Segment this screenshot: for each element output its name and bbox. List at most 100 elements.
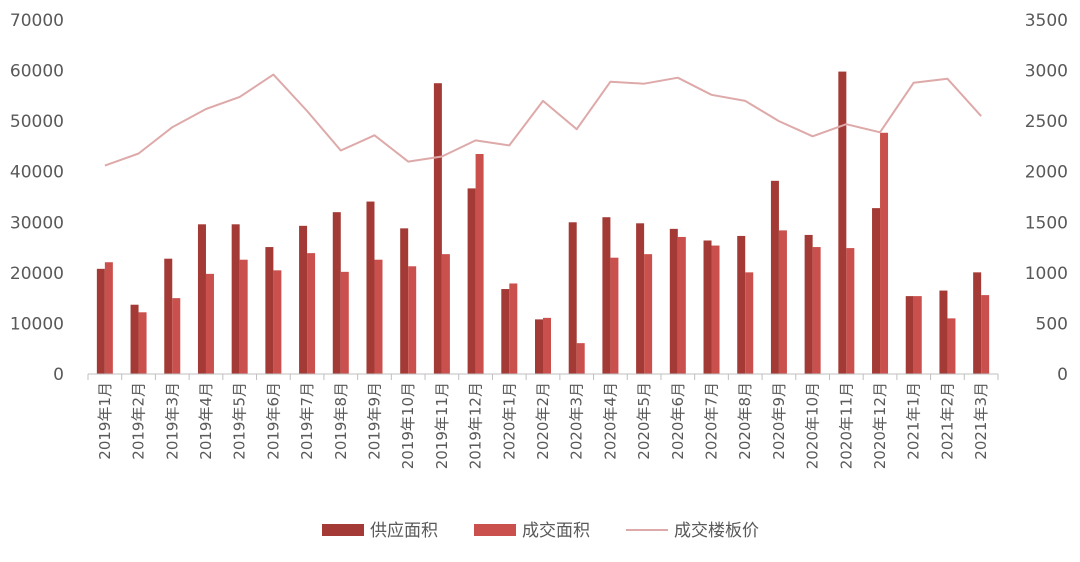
- x-tick-label: 2020年9月: [770, 382, 788, 460]
- y-left-tick-label: 30000: [10, 213, 64, 233]
- bar-supply-area: [434, 83, 442, 374]
- x-tick-label: 2021年2月: [938, 382, 956, 460]
- x-tick-label: 2019年9月: [365, 382, 383, 460]
- y-left-tick-label: 0: [53, 365, 64, 385]
- x-tick-label: 2021年1月: [905, 382, 923, 460]
- bar-supply-area: [366, 202, 374, 374]
- legend-label-price: 成交楼板价: [674, 521, 759, 541]
- y-left-tick-label: 40000: [10, 163, 64, 183]
- y-left-tick-label: 10000: [10, 314, 64, 334]
- y-left-tick-label: 70000: [10, 11, 64, 31]
- bar-supply-area: [602, 217, 610, 374]
- x-tick-label: 2019年3月: [163, 382, 181, 460]
- bar-supply-area: [535, 319, 543, 374]
- bar-deal-area: [981, 295, 989, 374]
- y-left-tick-label: 20000: [10, 264, 64, 284]
- bar-supply-area: [265, 247, 273, 374]
- bar-supply-area: [771, 181, 779, 374]
- x-tick-label: 2020年12月: [871, 382, 889, 469]
- x-tick-label: 2019年6月: [264, 382, 282, 460]
- y-right-tick-label: 0: [1057, 365, 1068, 385]
- bar-supply-area: [468, 188, 476, 374]
- y-left-tick-label: 50000: [10, 112, 64, 132]
- bar-supply-area: [872, 208, 880, 374]
- x-tick-label: 2019年8月: [332, 382, 350, 460]
- x-tick-label: 2020年10月: [804, 382, 822, 469]
- bar-supply-area: [906, 296, 914, 374]
- x-tick-label: 2020年1月: [500, 382, 518, 460]
- bar-deal-area: [712, 246, 720, 374]
- bar-deal-area: [914, 296, 922, 374]
- x-tick-label: 2019年12月: [467, 382, 485, 469]
- y-right-tick-label: 1000: [1025, 264, 1068, 284]
- x-tick-label: 2019年5月: [231, 382, 249, 460]
- x-tick-label: 2020年5月: [635, 382, 653, 460]
- x-tick-label: 2019年10月: [399, 382, 417, 469]
- x-tick-label: 2021年3月: [972, 382, 990, 460]
- line-deal-price: [105, 75, 981, 166]
- bar-deal-area: [105, 262, 113, 374]
- bar-supply-area: [569, 222, 577, 374]
- bar-supply-area: [299, 226, 307, 374]
- axes-layer: 2019年1月 2019年2月 2019年3月 2019年4月 2019年5月 2019年…: [10, 11, 1068, 469]
- x-tick-label: 2020年7月: [703, 382, 721, 460]
- bar-deal-area: [678, 237, 686, 374]
- bar-supply-area: [97, 269, 105, 374]
- bar-supply-area: [670, 229, 678, 374]
- x-tick-label: 2019年7月: [298, 382, 316, 460]
- bar-deal-area: [543, 318, 551, 374]
- bar-supply-area: [164, 259, 172, 374]
- bar-supply-area: [838, 72, 846, 374]
- legend-swatch-deal: [474, 524, 516, 536]
- bar-deal-area: [206, 274, 214, 374]
- bar-deal-area: [273, 270, 281, 374]
- bar-deal-area: [779, 230, 787, 374]
- bar-deal-area: [745, 272, 753, 374]
- x-tick-label: 2020年3月: [568, 382, 586, 460]
- bar-supply-area: [805, 235, 813, 374]
- x-tick-label: 2019年1月: [96, 382, 114, 460]
- bar-deal-area: [509, 283, 517, 374]
- y-right-tick-label: 500: [1036, 314, 1068, 334]
- x-tick-label: 2020年2月: [534, 382, 552, 460]
- x-tick-label: 2020年11月: [837, 382, 855, 469]
- legend: 供应面积成交面积成交楼板价: [322, 521, 759, 541]
- x-tick-label: 2019年11月: [433, 382, 451, 469]
- bar-deal-area: [813, 247, 821, 374]
- x-tick-label: 2020年4月: [601, 382, 619, 460]
- bar-deal-area: [947, 318, 955, 374]
- y-right-tick-label: 2500: [1025, 112, 1068, 132]
- x-tick-label: 2019年4月: [197, 382, 215, 460]
- bar-deal-area: [846, 248, 854, 374]
- bar-supply-area: [333, 212, 341, 374]
- bar-supply-area: [636, 223, 644, 374]
- bar-deal-area: [644, 254, 652, 374]
- y-right-tick-label: 1500: [1025, 213, 1068, 233]
- legend-swatch-supply: [322, 524, 364, 536]
- bar-deal-area: [139, 312, 147, 374]
- x-tick-label: 2020年6月: [669, 382, 687, 460]
- bar-supply-area: [704, 240, 712, 374]
- bar-deal-area: [880, 133, 888, 374]
- bar-supply-area: [400, 228, 408, 374]
- bar-supply-area: [501, 289, 509, 374]
- y-right-tick-label: 3500: [1025, 11, 1068, 31]
- bar-supply-area: [198, 224, 206, 374]
- bar-deal-area: [172, 298, 180, 374]
- bar-supply-area: [131, 305, 139, 374]
- bar-deal-area: [476, 154, 484, 374]
- bar-supply-area: [232, 224, 240, 374]
- legend-label-supply: 供应面积: [370, 521, 438, 541]
- bar-deal-area: [442, 254, 450, 374]
- y-right-tick-label: 3000: [1025, 62, 1068, 82]
- y-right-tick-label: 2000: [1025, 163, 1068, 183]
- x-tick-label: 2020年8月: [736, 382, 754, 460]
- bar-deal-area: [408, 266, 416, 374]
- bar-deal-area: [577, 343, 585, 374]
- x-tick-label: 2019年2月: [130, 382, 148, 460]
- y-left-tick-label: 60000: [10, 62, 64, 82]
- bar-deal-area: [240, 260, 248, 374]
- bar-deal-area: [374, 260, 382, 374]
